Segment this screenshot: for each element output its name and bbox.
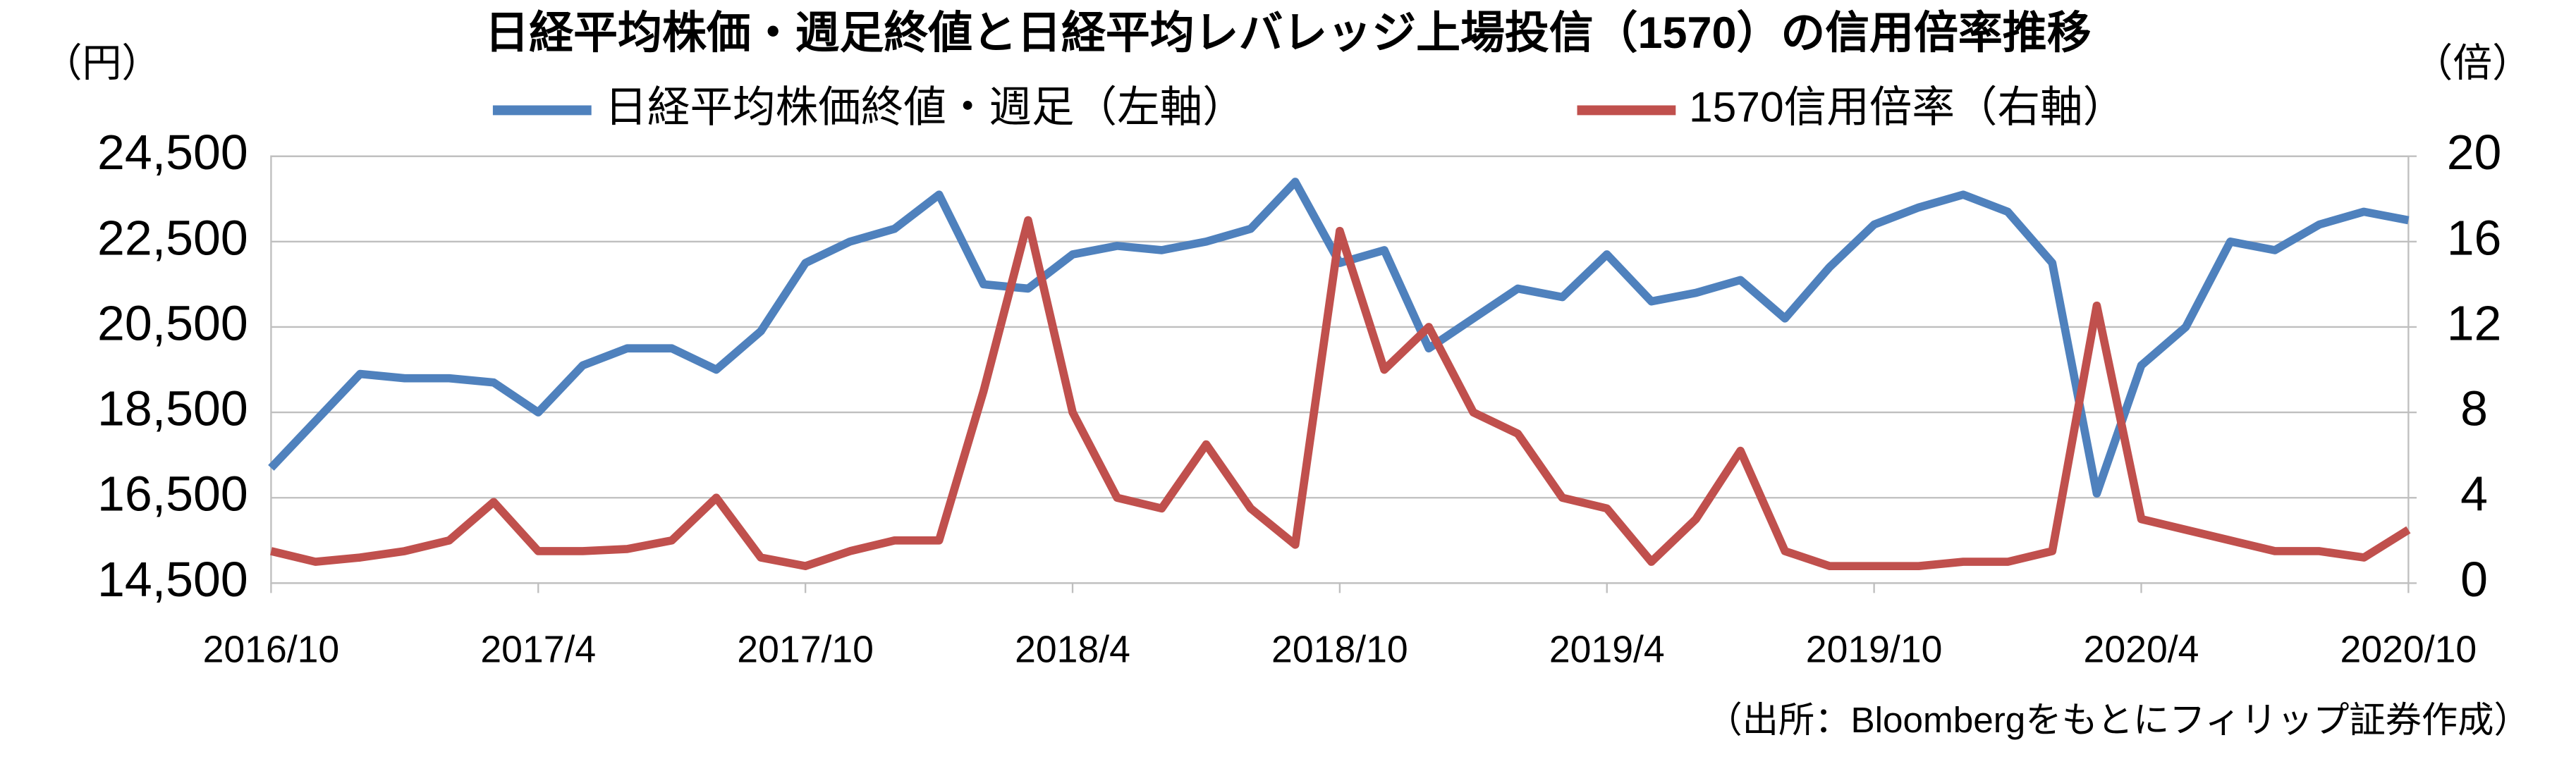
y2-tick-label: 12 [2447, 295, 2502, 350]
x-tick-label: 2020/10 [2340, 628, 2477, 670]
series-line [270, 216, 2411, 570]
y-tick-label: 24,500 [97, 125, 248, 180]
y-axis-label: （円） [43, 40, 161, 85]
x-tick-label: 2019/10 [1806, 628, 1943, 670]
x-tick-label: 2016/10 [203, 628, 340, 670]
chart-title: 日経平均株価・週足終値と日経平均レバレッジ上場投信（1570）の信用倍率推移 [484, 8, 2091, 58]
series-line [268, 178, 2410, 498]
y-tick-label: 16,500 [97, 467, 248, 522]
x-tick-label: 2018/4 [1015, 628, 1130, 670]
y-tick-label: 14,500 [97, 552, 248, 607]
x-tick-label: 2020/4 [2084, 628, 2199, 670]
x-tick-label: 2019/4 [1549, 628, 1665, 670]
x-tick-label: 2018/10 [1271, 628, 1408, 670]
x-tick-label: 2017/10 [737, 628, 874, 670]
legend-label: 1570信用倍率（右軸） [1689, 82, 2125, 130]
y2-tick-label: 8 [2460, 381, 2488, 436]
y2-tick-label: 0 [2460, 552, 2488, 607]
legend-label: 日経平均株価終値・週足（左軸） [604, 82, 1245, 130]
y2-tick-label: 20 [2447, 125, 2502, 180]
x-tick-label: 2017/4 [480, 628, 596, 670]
y2-tick-label: 4 [2460, 467, 2488, 522]
y-tick-label: 20,500 [97, 295, 248, 350]
y-tick-label: 18,500 [97, 381, 248, 436]
y2-axis-label: （倍） [2413, 40, 2532, 85]
y-tick-label: 22,500 [97, 210, 248, 265]
source-note: （出所：Bloombergをもとにフィリップ証券作成） [1706, 700, 2529, 740]
y2-tick-label: 16 [2447, 210, 2502, 265]
